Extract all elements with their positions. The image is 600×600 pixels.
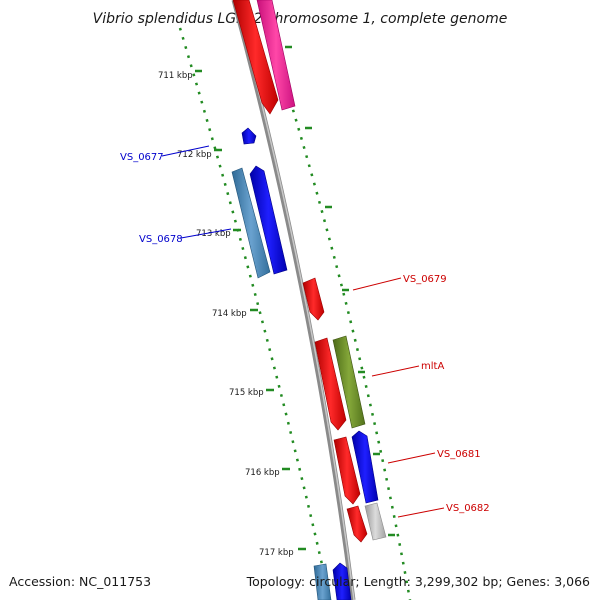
cds-vs0679[interactable]	[302, 277, 325, 321]
tick-label-715: 715 kbp	[229, 388, 264, 398]
cds-vs0682[interactable]	[364, 502, 387, 541]
outer-major-ticks	[195, 69, 306, 551]
cds-features	[231, 0, 387, 600]
cds-vs0678[interactable]	[249, 165, 288, 275]
tick-label-712: 712 kbp	[177, 150, 212, 160]
label-connectors	[161, 145, 445, 518]
inner-track-dashes	[285, 45, 395, 537]
tick-label-716: 716 kbp	[245, 468, 280, 478]
cds-vs0677[interactable]	[241, 127, 257, 145]
cds-vs0681[interactable]	[351, 430, 379, 504]
tick-label-717: 717 kbp	[259, 548, 294, 558]
gene-label-vs0681[interactable]: VS_0681	[437, 449, 481, 460]
gene-label-vs0678[interactable]: VS_0678	[139, 234, 183, 245]
genome-summary-text: Topology: circular; Length: 3,299,302 bp…	[246, 574, 590, 589]
cds-blue-bottom[interactable]	[332, 562, 352, 600]
cds-red-vs0682[interactable]	[346, 505, 368, 543]
cds-steelblue-bottom[interactable]	[313, 563, 332, 600]
outer-tick-track	[178, 27, 332, 600]
gene-label-vs0679[interactable]: VS_0679	[403, 274, 447, 285]
cds-mlta[interactable]	[332, 335, 366, 429]
accession-text: Accession: NC_011753	[9, 574, 151, 589]
gene-label-vs0682[interactable]: VS_0682	[446, 503, 490, 514]
tick-label-714: 714 kbp	[212, 309, 247, 319]
chromosome-backbone	[231, 0, 356, 600]
gene-label-vs0677[interactable]: VS_0677	[120, 152, 164, 163]
cds-steelblue[interactable]	[231, 167, 271, 279]
cds-red-top[interactable]	[232, 0, 279, 115]
cds-red-mlta[interactable]	[314, 337, 347, 431]
cds-pink-top[interactable]	[256, 0, 296, 111]
cds-red-vs0681[interactable]	[333, 436, 361, 505]
gene-label-mlta[interactable]: mltA	[421, 361, 444, 372]
tick-label-711: 711 kbp	[158, 71, 193, 81]
map-title: Vibrio splendidus LGP32 chromosome 1, co…	[93, 11, 508, 27]
tick-label-713: 713 kbp	[196, 229, 231, 239]
